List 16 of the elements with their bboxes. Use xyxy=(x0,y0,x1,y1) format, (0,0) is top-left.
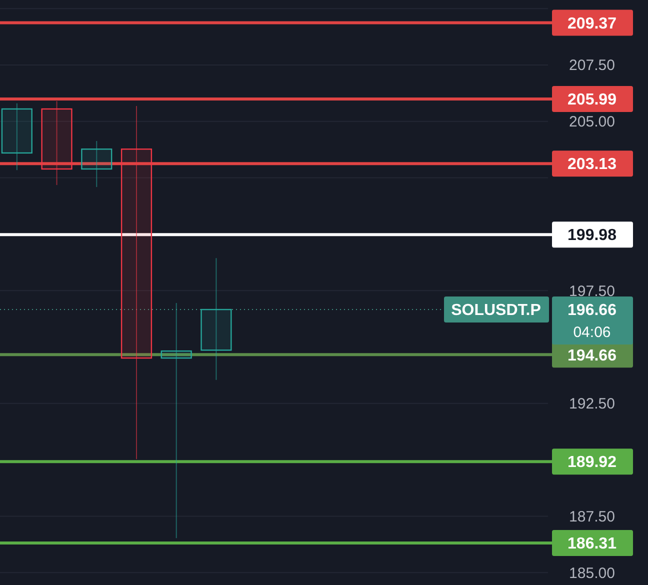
text: 04:06 xyxy=(573,324,611,341)
ref-line-label: 196.66 xyxy=(568,302,617,320)
ref-line-label: 189.92 xyxy=(568,454,617,472)
ref-line-label: 209.37 xyxy=(568,15,617,32)
ref-line-label: 194.66 xyxy=(568,347,617,364)
y-tick-label: 187.50 xyxy=(569,508,615,526)
y-tick-label: 185.00 xyxy=(569,564,615,582)
ref-line-label: 203.13 xyxy=(568,156,617,174)
ref-line-label: 186.31 xyxy=(568,536,617,553)
annotation: SOLUSDT.P xyxy=(451,302,542,320)
y-tick-label: 197.50 xyxy=(569,282,615,300)
y-tick-label: 192.50 xyxy=(569,396,615,413)
y-tick-label: 205.00 xyxy=(569,114,615,131)
y-tick-label: 207.50 xyxy=(569,57,615,74)
ref-line-label: 205.99 xyxy=(568,92,617,109)
ref-line-label: 199.98 xyxy=(568,227,617,244)
